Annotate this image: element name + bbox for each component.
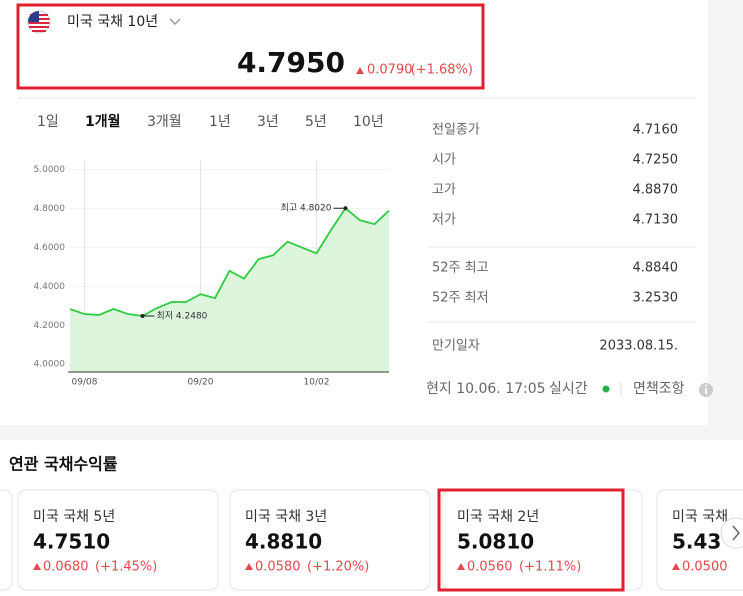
title: 미국 국채 10년 xyxy=(67,14,158,30)
min-label: 최저 4.2480 xyxy=(157,310,208,321)
up-arrow xyxy=(356,67,364,74)
card-change-pct: (+1.45%) xyxy=(95,560,157,575)
card-name: 미국 국채 5년 xyxy=(33,509,115,525)
card-change-pct: (+1.11%) xyxy=(519,560,581,575)
info-icon[interactable] xyxy=(699,383,713,397)
stats: 전일종가 4.7160 시가 4.7250 고가 4.8870 저가 4.7130 52주 최고… xyxy=(428,123,695,354)
y-tick-label: 4.0000 xyxy=(34,360,66,370)
change: 0.0790 xyxy=(367,63,413,78)
up-arrow xyxy=(457,563,465,570)
card xyxy=(0,489,13,591)
stat-label: 52주 최고 xyxy=(432,261,489,276)
stat-label: 전일종가 xyxy=(432,123,480,138)
stat-value: 3.2530 xyxy=(633,291,679,306)
card-name: 미국 국채 3년 xyxy=(245,509,327,525)
stat-value: 2033.08.15. xyxy=(599,339,678,354)
tab[interactable]: 5년 xyxy=(305,114,327,130)
area xyxy=(70,208,389,372)
x-tick-label: 10/02 xyxy=(304,378,330,388)
realtime: 실시간 xyxy=(549,381,588,397)
change-pct: (+1.68%) xyxy=(411,63,473,78)
y-tick-label: 4.6000 xyxy=(34,243,66,253)
stat-label: 시가 xyxy=(432,153,456,168)
tab[interactable]: 10년 xyxy=(353,114,384,130)
stat-value: 4.8870 xyxy=(633,183,679,198)
stat-label: 저가 xyxy=(432,213,456,228)
next-button[interactable] xyxy=(720,517,743,549)
highlight-box xyxy=(16,3,485,90)
card-name: 미국 국채 xyxy=(672,509,728,525)
card-change: 0.0680 xyxy=(43,560,89,575)
stat-label: 만기일자 xyxy=(432,339,480,354)
y-tick-label: 4.2000 xyxy=(34,321,66,331)
highlight-box xyxy=(437,488,625,592)
card-price: 5.0810 xyxy=(457,530,534,554)
stat-value: 4.7130 xyxy=(633,213,679,228)
chart: 4.0000 4.2000 4.4000 4.6000 4.8000 5.0000 09/0… xyxy=(34,160,390,388)
stat-label: 52주 최저 xyxy=(432,291,489,306)
stat-value: 4.7160 xyxy=(633,123,679,138)
card-price: 4.8810 xyxy=(245,530,322,554)
card[interactable] xyxy=(229,489,431,591)
tab[interactable]: 1개월 xyxy=(85,113,121,130)
y-tick-label: 5.0000 xyxy=(34,165,66,175)
tab[interactable]: 3년 xyxy=(257,114,279,130)
y-tick-label: 4.8000 xyxy=(34,204,66,214)
disclaimer[interactable]: 면책조항 xyxy=(633,381,685,397)
y-tick-label: 4.4000 xyxy=(34,282,66,292)
price: 4.7950 xyxy=(237,46,345,79)
flag xyxy=(27,10,51,34)
x-tick-label: 09/20 xyxy=(188,378,214,388)
card[interactable] xyxy=(656,489,743,591)
card-price: 5.43 xyxy=(672,530,721,554)
tabs: 1일 1개월 3개월 1년 3년 5년 10년 xyxy=(37,113,384,130)
x-tick-label: 09/08 xyxy=(72,378,98,388)
section-title: 연관 국채수익률 xyxy=(9,455,118,474)
card[interactable] xyxy=(17,489,219,591)
line xyxy=(69,206,390,317)
stat-value: 4.8840 xyxy=(633,261,679,276)
stat-label: 고가 xyxy=(432,183,456,198)
card-change: 0.0580 xyxy=(255,560,301,575)
card-name: 미국 국채 2년 xyxy=(457,509,539,525)
up-arrow xyxy=(33,563,41,570)
tab[interactable]: 3개월 xyxy=(147,114,182,130)
cards: 미국 국채 5년 4.7510 0.0680 (+1.45%) 미국 국채 3년 4.88… xyxy=(0,489,743,591)
stat-value: 4.7250 xyxy=(633,153,679,168)
realtime-dot xyxy=(602,385,610,393)
up-arrow xyxy=(245,563,253,570)
tab[interactable]: 1년 xyxy=(209,114,231,130)
up-arrow xyxy=(672,563,680,570)
card-change: 0.0500 xyxy=(682,560,728,575)
card-change: 0.0560 xyxy=(467,560,513,575)
card-price: 4.7510 xyxy=(33,530,110,554)
time: 현지 10.06. 17:05 xyxy=(426,381,546,397)
card-change-pct: (+1.20%) xyxy=(307,560,369,575)
dropdown-icon[interactable] xyxy=(169,18,181,26)
tab[interactable]: 1일 xyxy=(37,114,59,130)
max-label: 최고 4.8020 xyxy=(281,203,332,214)
